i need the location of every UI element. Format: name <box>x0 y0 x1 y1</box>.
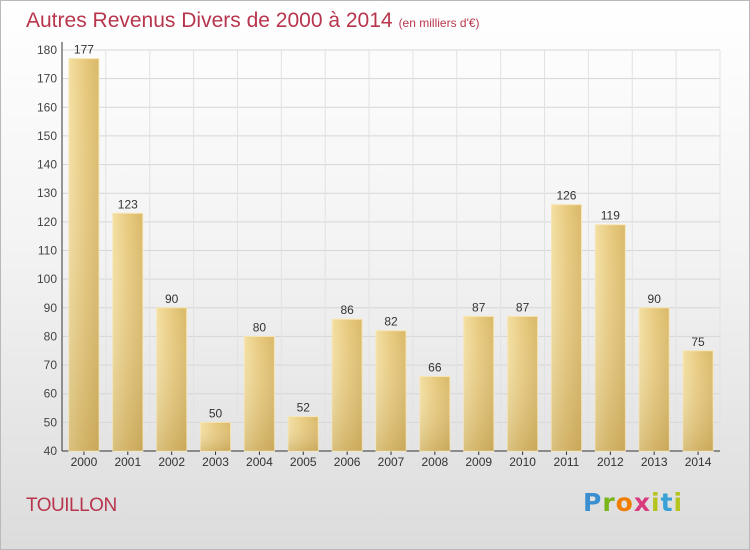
y-tick-label: 70 <box>44 358 58 372</box>
bar-shade <box>683 350 714 451</box>
bar-shade <box>112 213 143 451</box>
x-tick-label: 2007 <box>378 455 405 469</box>
x-tick-label: 2001 <box>114 455 141 469</box>
bar-shade <box>376 330 406 451</box>
y-tick-label: 60 <box>44 387 58 401</box>
data-label: 86 <box>340 303 354 317</box>
x-tick-label: 2012 <box>597 455 624 469</box>
data-label: 90 <box>648 292 662 306</box>
x-tick-label: 2003 <box>202 455 229 469</box>
x-tick-label: 2008 <box>422 455 449 469</box>
y-tick-label: 140 <box>37 158 57 172</box>
data-labels: 177 123 90 50 80 52 86 82 66 87 87 126 119 90 75 <box>74 43 705 421</box>
y-tick-label: 160 <box>37 100 57 114</box>
bar-shade <box>463 316 494 451</box>
chart-title: Autres Revenus Divers de 2000 à 2014 (en … <box>26 9 480 33</box>
bar-shade <box>595 224 626 451</box>
x-tick-label: 2002 <box>158 455 185 469</box>
y-tick-label: 110 <box>38 244 57 258</box>
data-label: 50 <box>209 406 223 420</box>
y-tick-label: 130 <box>37 186 57 200</box>
x-tick-label: 2014 <box>685 455 712 469</box>
x-tick-label: 2009 <box>465 455 492 469</box>
y-tick-label: 120 <box>37 215 57 229</box>
bar-shade <box>156 307 187 451</box>
y-tick-label: 100 <box>37 272 57 286</box>
bar-shade <box>244 336 275 451</box>
bar-shade <box>419 376 450 451</box>
y-tick-label: 150 <box>37 129 57 143</box>
title-text: Autres Revenus Divers de 2000 à 2014 <box>26 9 393 32</box>
x-tick-label: 2000 <box>71 455 98 469</box>
x-tick-label: 2005 <box>290 455 317 469</box>
bar-shade <box>200 422 231 451</box>
data-label: 177 <box>74 43 94 57</box>
y-tick-label: 90 <box>44 301 58 315</box>
data-label: 119 <box>601 209 620 223</box>
commune-name: TOUILLON <box>26 495 117 516</box>
bar-shade <box>288 416 319 451</box>
data-label: 87 <box>516 300 530 314</box>
bar-shade <box>332 319 363 451</box>
data-label: 52 <box>297 401 311 415</box>
x-tick-label: 2006 <box>334 455 361 469</box>
y-tick-label: 170 <box>37 72 57 86</box>
data-label: 82 <box>384 315 398 329</box>
y-tick-label: 50 <box>44 415 58 429</box>
data-label: 123 <box>118 197 138 211</box>
data-label: 126 <box>556 189 576 203</box>
x-tick-label: 2004 <box>246 455 273 469</box>
data-label: 75 <box>691 335 705 349</box>
y-tick-label: 40 <box>44 444 58 458</box>
x-tick-label: 2013 <box>641 455 668 469</box>
bar-shade <box>507 316 538 451</box>
bar-shade <box>551 204 582 451</box>
x-tick-label: 2011 <box>554 455 580 469</box>
bar-shade <box>68 58 99 451</box>
data-label: 80 <box>253 320 267 334</box>
bars <box>68 58 714 452</box>
x-tick-label: 2010 <box>509 455 536 469</box>
data-label: 90 <box>165 292 179 306</box>
bar-shade <box>639 307 670 451</box>
title-unit: (en milliers d'€) <box>398 16 480 30</box>
proxiti-logo: Proxiti <box>583 488 684 517</box>
data-label: 66 <box>428 361 442 375</box>
data-label: 87 <box>472 300 486 314</box>
y-tick-label: 180 <box>37 43 57 57</box>
y-tick-label: 80 <box>44 329 58 343</box>
